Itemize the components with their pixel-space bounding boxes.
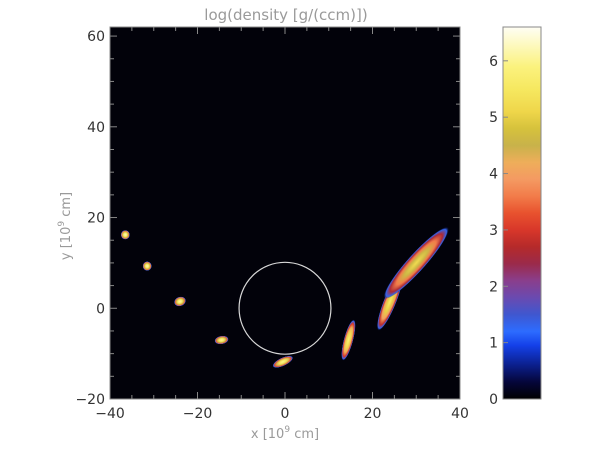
colorbar-frame [502, 26, 542, 400]
reference-circle [238, 261, 332, 355]
colorbar-tick-label: 3 [489, 223, 498, 239]
y-tick-label: 20 [87, 211, 105, 227]
x-tick-label: 40 [451, 406, 469, 422]
y-tick-label: 40 [87, 120, 105, 136]
colorbar-tick-label: 0 [489, 392, 498, 408]
x-tick-label: −20 [183, 406, 213, 422]
y-tick-label: 60 [87, 29, 105, 45]
chart-title: log(density [g/(ccm)]) [204, 6, 367, 24]
density-blob [120, 230, 130, 240]
density-blobs [120, 226, 449, 368]
density-blob [383, 226, 449, 299]
colorbar-tick-label: 2 [489, 279, 498, 295]
x-axis: −40 −20 0 20 40 [95, 27, 469, 422]
x-tick-label: 20 [364, 406, 382, 422]
density-blob [214, 335, 229, 345]
colorbar-tick-label: 4 [489, 167, 498, 183]
plot-area [110, 27, 460, 399]
density-blob [174, 296, 186, 307]
colorbar-tick-label: 6 [489, 54, 498, 70]
density-blob [341, 319, 356, 361]
y-tick-label: 0 [96, 301, 105, 317]
density-blob [272, 355, 293, 368]
colorbar-axis: 0 1 2 3 4 5 6 [489, 54, 508, 408]
x-tick-label: −40 [95, 406, 125, 422]
colorbar-tick-label: 5 [489, 110, 498, 126]
x-tick-label: 0 [281, 406, 290, 422]
y-tick-label: −20 [75, 392, 105, 408]
density-blob [142, 261, 152, 271]
colorbar-tick-label: 1 [489, 336, 498, 352]
y-axis: −20 0 20 40 60 [75, 29, 460, 408]
colorbar [503, 27, 541, 399]
y-axis-title: y [109 cm] [57, 192, 74, 260]
x-axis-title: x [109 cm] [251, 425, 319, 442]
